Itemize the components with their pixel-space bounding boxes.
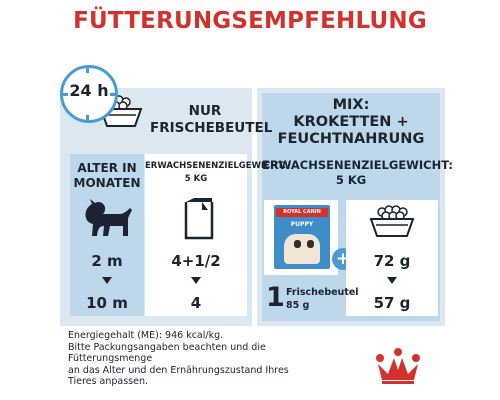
adult-weight-header-left: ERWACHSENENZIELGEWICHT: 5 KG: [145, 160, 287, 186]
age-header: ALTER IN MONATEN: [70, 161, 144, 191]
pouch-description: Frischebeutel 85 g: [286, 286, 359, 312]
adult-weight-right-line-1: ERWACHSENENZIELGEWICHT:: [262, 158, 454, 172]
pouch-brand: ROYAL CANIN: [283, 209, 321, 215]
pouch-count: 1: [266, 282, 285, 313]
kibble-row-1: 72 g: [373, 252, 411, 270]
clock-tick-top: [86, 67, 89, 73]
header-fresh-line-1: NUR: [188, 103, 222, 119]
pouch-brand-band: [276, 208, 328, 217]
header-mix-line-2: KROKETTEN +: [293, 114, 409, 130]
age-header-line-1: ALTER IN: [77, 161, 137, 175]
puppy-photo-ear: [294, 240, 301, 248]
clock-icon: [60, 65, 118, 123]
pouch-weight: 85 g: [286, 300, 310, 311]
footnote: Energiegehalt (ME): 946 kcal/kg. Bitte P…: [68, 330, 368, 388]
clock-tick-bottom: [86, 115, 89, 121]
header-mix-line-3: FEUCHTNAHRUNG: [277, 131, 425, 147]
arrow-down-icon: [387, 277, 397, 284]
fresh-amount-row-2: 4: [190, 294, 202, 312]
adult-weight-left-line-1: ERWACHSENENZIELGEWICHT:: [145, 161, 287, 171]
footnote-line-2: Bitte Packungsangaben beachten und die: [68, 341, 266, 353]
clock-label: 24 h: [69, 81, 109, 100]
brand-crown-logo: [376, 348, 420, 384]
fresh-amount-column: [145, 154, 247, 316]
header-mix: MIX: KROKETTEN + FEUCHTNAHRUNG: [262, 97, 440, 148]
pouch-label: Frischebeutel: [286, 287, 359, 298]
pouch-outline-icon: [184, 198, 214, 240]
header-fresh-line-2: FRISCHEBEUTEL: [150, 120, 273, 136]
adult-weight-left-line-2: 5 KG: [184, 174, 208, 184]
header-fresh-only: NUR FRISCHEBEUTEL: [150, 103, 273, 137]
puppy-photo-ear: [307, 240, 314, 248]
age-row-2: 10 m: [86, 294, 128, 312]
footnote-line-5: Tieres anpassen.: [68, 376, 148, 388]
footnote-line-1: Energiegehalt (ME): 946 kcal/kg.: [68, 330, 224, 341]
kibble-row-2: 57 g: [373, 294, 411, 312]
clock-tick-right: [110, 93, 116, 96]
arrow-down-icon: [102, 277, 112, 284]
adult-weight-right-line-2: 5 KG: [335, 173, 367, 187]
footnote-line-4: an das Alter und den Ernährungszustand I…: [68, 364, 289, 376]
age-row-1: 2 m: [91, 252, 123, 270]
adult-weight-header-right: ERWACHSENENZIELGEWICHT: 5 KG: [262, 158, 454, 188]
pouch-product-name: PUPPY: [290, 221, 314, 228]
puppy-icon: [85, 199, 132, 236]
kibble-bowl-icon: [369, 205, 415, 237]
clock-tick-left: [62, 93, 68, 96]
fresh-amount-row-1: 4+1/2: [171, 252, 221, 270]
footnote-line-3: Fütterungsmenge: [68, 353, 153, 365]
header-mix-line-1: MIX:: [332, 97, 370, 113]
arrow-down-icon: [191, 277, 201, 284]
age-header-line-2: MONATEN: [73, 176, 141, 190]
page-title: FÜTTERUNGSEMPFEHLUNG: [73, 8, 427, 34]
puppy-photo: [284, 234, 320, 264]
